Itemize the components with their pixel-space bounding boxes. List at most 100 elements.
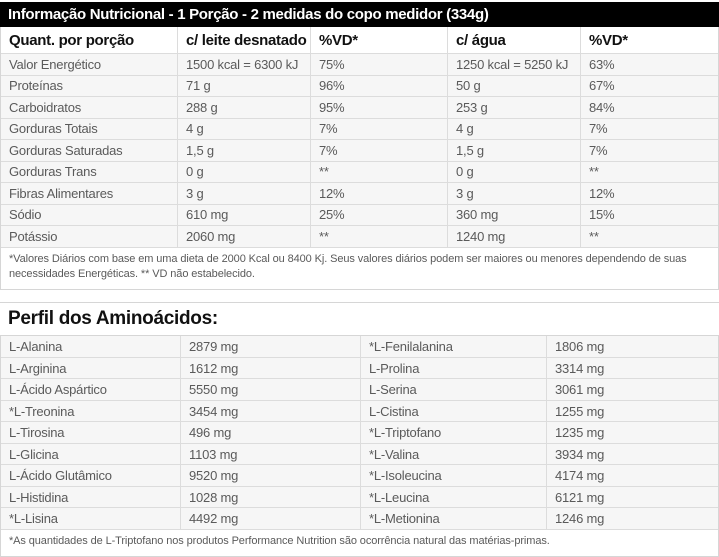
nutrient-value-water: 0 g xyxy=(447,161,580,182)
amino-name: *L-Valina xyxy=(360,443,546,465)
amino-name: *L-Lisina xyxy=(9,511,58,527)
amino-acids-table: L-Alanina 2879 mg *L-Fenilalanina 1806 m… xyxy=(0,335,719,557)
amino-name: L-Serina xyxy=(360,379,546,400)
column-header-dv-water: %VD* xyxy=(580,27,718,53)
amino-value: 1028 mg xyxy=(180,486,360,508)
nutrient-value-water: 1,5 g xyxy=(447,140,580,161)
amino-name: L-Tirosina xyxy=(9,425,65,441)
column-header-water: c/ água xyxy=(447,27,580,53)
amino-acids-section-title: Perfil dos Aminoácidos: xyxy=(0,302,719,336)
nutrient-dv-water: 7% xyxy=(580,140,718,161)
nutrient-name: Gorduras Saturadas xyxy=(9,142,123,158)
column-header-skim-milk: c/ leite desnatado xyxy=(177,27,310,53)
tryptophan-footnote: *As quantidades de L-Triptofano nos prod… xyxy=(1,528,718,556)
nutrient-value-water: 4 g xyxy=(447,118,580,139)
amino-row: L-Ácido Glutâmico 9520 mg *L-Isoleucina … xyxy=(1,464,718,486)
amino-name: L-Cistina xyxy=(360,400,546,422)
amino-value: 6121 mg xyxy=(546,486,718,508)
table-row: Gorduras Totais 4 g 7% 4 g 7% xyxy=(1,117,718,139)
nutrient-value-water: 253 g xyxy=(447,97,580,118)
nutrient-value-milk: 0 g xyxy=(177,161,310,182)
nutrient-dv-milk: 12% xyxy=(310,183,447,204)
nutrient-name: Gorduras Trans xyxy=(9,164,97,180)
nutrient-dv-water: 67% xyxy=(580,75,718,96)
amino-name: *L-Treonina xyxy=(9,403,75,419)
nutrient-value-milk: 610 mg xyxy=(177,204,310,225)
amino-row: L-Histidina 1028 mg *L-Leucina 6121 mg xyxy=(1,485,718,508)
nutrient-dv-milk: 25% xyxy=(310,204,447,225)
amino-value: 3934 mg xyxy=(546,443,718,465)
amino-value: 1235 mg xyxy=(546,422,718,443)
table-row: Gorduras Trans 0 g ** 0 g ** xyxy=(1,160,718,182)
nutrient-dv-milk: 95% xyxy=(310,97,447,118)
nutrient-value-milk: 288 g xyxy=(177,97,310,118)
amino-name: *L-Isoleucina xyxy=(360,465,546,486)
nutrition-title-bar: Informação Nutricional - 1 Porção - 2 me… xyxy=(0,2,719,27)
amino-row: L-Ácido Aspártico 5550 mg L-Serina 3061 … xyxy=(1,378,718,400)
nutrition-title: Informação Nutricional - 1 Porção - 2 me… xyxy=(8,6,489,23)
nutrient-dv-water: ** xyxy=(580,226,718,247)
nutrient-dv-water: 12% xyxy=(580,183,718,204)
nutrient-name: Fibras Alimentares xyxy=(9,185,114,201)
table-row: Proteínas 71 g 96% 50 g 67% xyxy=(1,74,718,96)
amino-name: L-Alanina xyxy=(9,339,63,355)
amino-value: 5550 mg xyxy=(180,379,360,400)
table-row: Sódio 610 mg 25% 360 mg 15% xyxy=(1,203,718,225)
nutrient-dv-milk: ** xyxy=(310,226,447,247)
nutrient-name: Proteínas xyxy=(9,78,63,94)
nutrient-dv-water: 15% xyxy=(580,204,718,225)
nutrient-dv-milk: 7% xyxy=(310,118,447,139)
amino-value: 2879 mg xyxy=(180,336,360,357)
nutrient-dv-milk: 75% xyxy=(310,54,447,75)
nutrient-name: Gorduras Totais xyxy=(9,121,98,137)
nutrient-value-milk: 71 g xyxy=(177,75,310,96)
nutrition-table-header-row: Quant. por porção c/ leite desnatado %VD… xyxy=(1,27,718,53)
column-header-dv-milk: %VD* xyxy=(310,27,447,53)
amino-value: 4174 mg xyxy=(546,465,718,486)
amino-value: 3061 mg xyxy=(546,379,718,400)
table-row: Fibras Alimentares 3 g 12% 3 g 12% xyxy=(1,182,718,204)
amino-value: 1246 mg xyxy=(546,508,718,529)
amino-row: L-Glicina 1103 mg *L-Valina 3934 mg xyxy=(1,442,718,465)
table-row: Potássio 2060 mg ** 1240 mg ** xyxy=(1,225,718,247)
table-row: Valor Energético 1500 kcal = 6300 kJ 75%… xyxy=(1,53,718,75)
nutrient-name: Valor Energético xyxy=(9,56,101,72)
nutrient-dv-milk: 96% xyxy=(310,75,447,96)
nutrient-value-water: 50 g xyxy=(447,75,580,96)
amino-value: 4492 mg xyxy=(180,508,360,529)
nutrient-dv-water: 84% xyxy=(580,97,718,118)
amino-value: 1103 mg xyxy=(180,443,360,465)
amino-value: 1255 mg xyxy=(546,400,718,422)
nutrient-value-milk: 2060 mg xyxy=(177,226,310,247)
nutrient-name: Potássio xyxy=(9,228,58,244)
amino-row: L-Arginina 1612 mg L-Prolina 3314 mg xyxy=(1,356,718,379)
nutrient-value-milk: 3 g xyxy=(177,183,310,204)
column-header-quantity: Quant. por porção xyxy=(9,31,134,49)
nutrient-dv-water: ** xyxy=(580,161,718,182)
amino-name: L-Arginina xyxy=(9,360,67,376)
amino-value: 3454 mg xyxy=(180,400,360,422)
section-divider xyxy=(0,290,719,303)
nutrient-name: Sódio xyxy=(9,207,42,223)
nutrient-dv-milk: 7% xyxy=(310,140,447,161)
table-row: Gorduras Saturadas 1,5 g 7% 1,5 g 7% xyxy=(1,139,718,161)
amino-value: 3314 mg xyxy=(546,357,718,379)
amino-name: *L-Fenilalanina xyxy=(360,336,546,357)
amino-name: L-Histidina xyxy=(9,489,69,505)
amino-value: 496 mg xyxy=(180,422,360,443)
amino-name: *L-Leucina xyxy=(360,486,546,508)
daily-values-footnote: *Valores Diários com base em uma dieta d… xyxy=(1,246,718,290)
nutrient-value-milk: 4 g xyxy=(177,118,310,139)
amino-row: L-Alanina 2879 mg *L-Fenilalanina 1806 m… xyxy=(1,336,718,357)
amino-name: L-Prolina xyxy=(360,357,546,379)
nutrient-value-milk: 1500 kcal = 6300 kJ xyxy=(177,54,310,75)
nutrient-dv-milk: ** xyxy=(310,161,447,182)
amino-row: *L-Lisina 4492 mg *L-Metionina 1246 mg xyxy=(1,507,718,529)
amino-name: *L-Metionina xyxy=(360,508,546,529)
nutrient-value-milk: 1,5 g xyxy=(177,140,310,161)
amino-row: *L-Treonina 3454 mg L-Cistina 1255 mg xyxy=(1,399,718,422)
nutrient-value-water: 1240 mg xyxy=(447,226,580,247)
nutrient-dv-water: 63% xyxy=(580,54,718,75)
amino-row: L-Tirosina 496 mg *L-Triptofano 1235 mg xyxy=(1,421,718,443)
